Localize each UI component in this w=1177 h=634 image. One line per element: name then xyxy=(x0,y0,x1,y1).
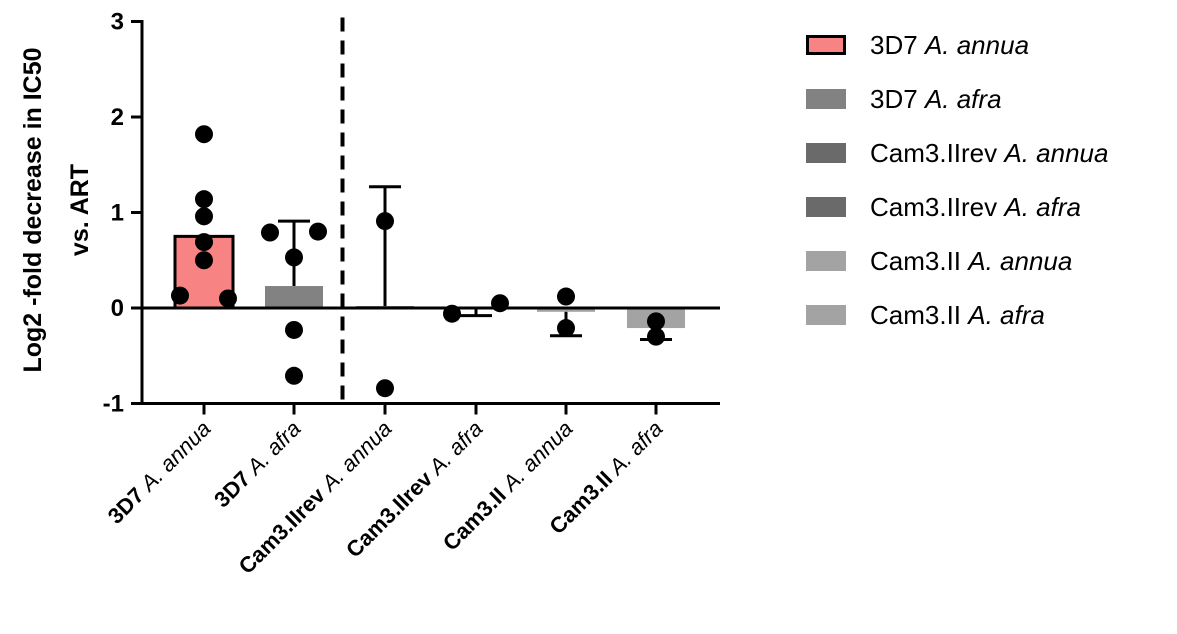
legend-species: A. afra xyxy=(924,83,1002,114)
y-tick-label: 1 xyxy=(111,200,124,227)
legend-label: Cam3.II A. annua xyxy=(870,246,1072,277)
legend-species: A. annua xyxy=(924,29,1030,60)
legend-item: 3D7 A. annua xyxy=(806,30,1029,60)
y-axis-ticks: -1 0 1 2 3 xyxy=(103,9,142,418)
axes xyxy=(140,20,720,415)
data-point xyxy=(195,233,213,252)
legend-species: A. afra xyxy=(968,299,1045,330)
legend-strain: 3D7 xyxy=(870,29,918,60)
data-point xyxy=(195,125,213,144)
y-tick-label: 0 xyxy=(111,295,124,322)
error-bars xyxy=(278,185,672,342)
data-point xyxy=(195,251,213,270)
legend-item: Cam3.IIrev A. annua xyxy=(806,138,1108,168)
data-point xyxy=(647,327,665,346)
legend-swatch xyxy=(806,305,846,325)
legend-strain: Cam3.II xyxy=(870,299,962,330)
legend-label: Cam3.II A. afra xyxy=(870,300,1045,331)
y-axis-label: Log2 -fold decrease in IC50 vs. ART xyxy=(19,47,94,372)
data-point xyxy=(285,248,303,267)
legend-swatch xyxy=(806,89,846,109)
category-strain: Cam3.IIrev xyxy=(341,465,438,562)
legend-species: A. afra xyxy=(1004,191,1081,222)
data-point xyxy=(195,190,213,209)
category-species: A. afra xyxy=(423,416,488,481)
legend-item: Cam3.IIrev A. afra xyxy=(806,192,1081,222)
legend-swatch xyxy=(806,143,846,163)
legend-strain: Cam3.II xyxy=(870,245,962,276)
data-point xyxy=(557,287,575,306)
data-point xyxy=(376,212,394,231)
legend-label: 3D7 A. annua xyxy=(870,30,1029,61)
category-species: A. afra xyxy=(241,416,306,481)
y-tick-label: 2 xyxy=(111,104,124,131)
y-tick-label: -1 xyxy=(103,391,124,418)
legend-species: A. annua xyxy=(1004,137,1109,168)
data-point xyxy=(285,366,303,385)
legend-strain: Cam3.IIrev xyxy=(870,137,998,168)
legend-strain: 3D7 xyxy=(870,83,918,114)
data-point xyxy=(557,319,575,338)
category-species: A. annua xyxy=(315,416,396,497)
legend-swatch xyxy=(806,197,846,217)
x-category-label: Cam3.IIrev A. annua xyxy=(234,416,397,579)
bar xyxy=(265,286,323,308)
category-strain: Cam3.II xyxy=(544,466,617,539)
data-point xyxy=(195,207,213,226)
legend-item: Cam3.II A. annua xyxy=(806,246,1072,276)
legend-swatch xyxy=(806,35,846,55)
data-point xyxy=(285,320,303,339)
y-axis-label-line: Log2 -fold decrease in IC50 xyxy=(19,47,47,372)
data-point xyxy=(171,286,189,305)
data-point xyxy=(443,304,461,323)
y-tick-label: 3 xyxy=(111,9,124,36)
data-point xyxy=(309,222,327,241)
data-point xyxy=(261,223,279,242)
y-axis-label-line: vs. ART xyxy=(66,164,94,256)
legend-swatch xyxy=(806,251,846,271)
data-point xyxy=(647,312,665,331)
legend-item: Cam3.II A. afra xyxy=(806,300,1045,330)
bars xyxy=(173,234,685,329)
x-category-label: 3D7 A. afra xyxy=(209,416,305,512)
category-species: A. annua xyxy=(134,416,215,497)
legend-label: Cam3.IIrev A. annua xyxy=(870,138,1108,169)
legend-strain: Cam3.IIrev xyxy=(870,191,998,222)
data-points xyxy=(171,125,665,398)
legend-label: Cam3.IIrev A. afra xyxy=(870,192,1081,223)
category-species: A. annua xyxy=(496,416,577,497)
data-point xyxy=(219,289,237,308)
category-strain: Cam3.II xyxy=(438,482,511,555)
legend-label: 3D7 A. afra xyxy=(870,84,1002,115)
legend-species: A. annua xyxy=(968,245,1073,276)
legend-item: 3D7 A. afra xyxy=(806,84,1002,114)
category-species: A. afra xyxy=(603,416,668,481)
bar xyxy=(537,308,595,312)
x-category-label: 3D7 A. annua xyxy=(103,416,216,529)
data-point xyxy=(491,294,509,313)
category-strain: Cam3.IIrev xyxy=(234,482,331,579)
data-point xyxy=(376,379,394,398)
